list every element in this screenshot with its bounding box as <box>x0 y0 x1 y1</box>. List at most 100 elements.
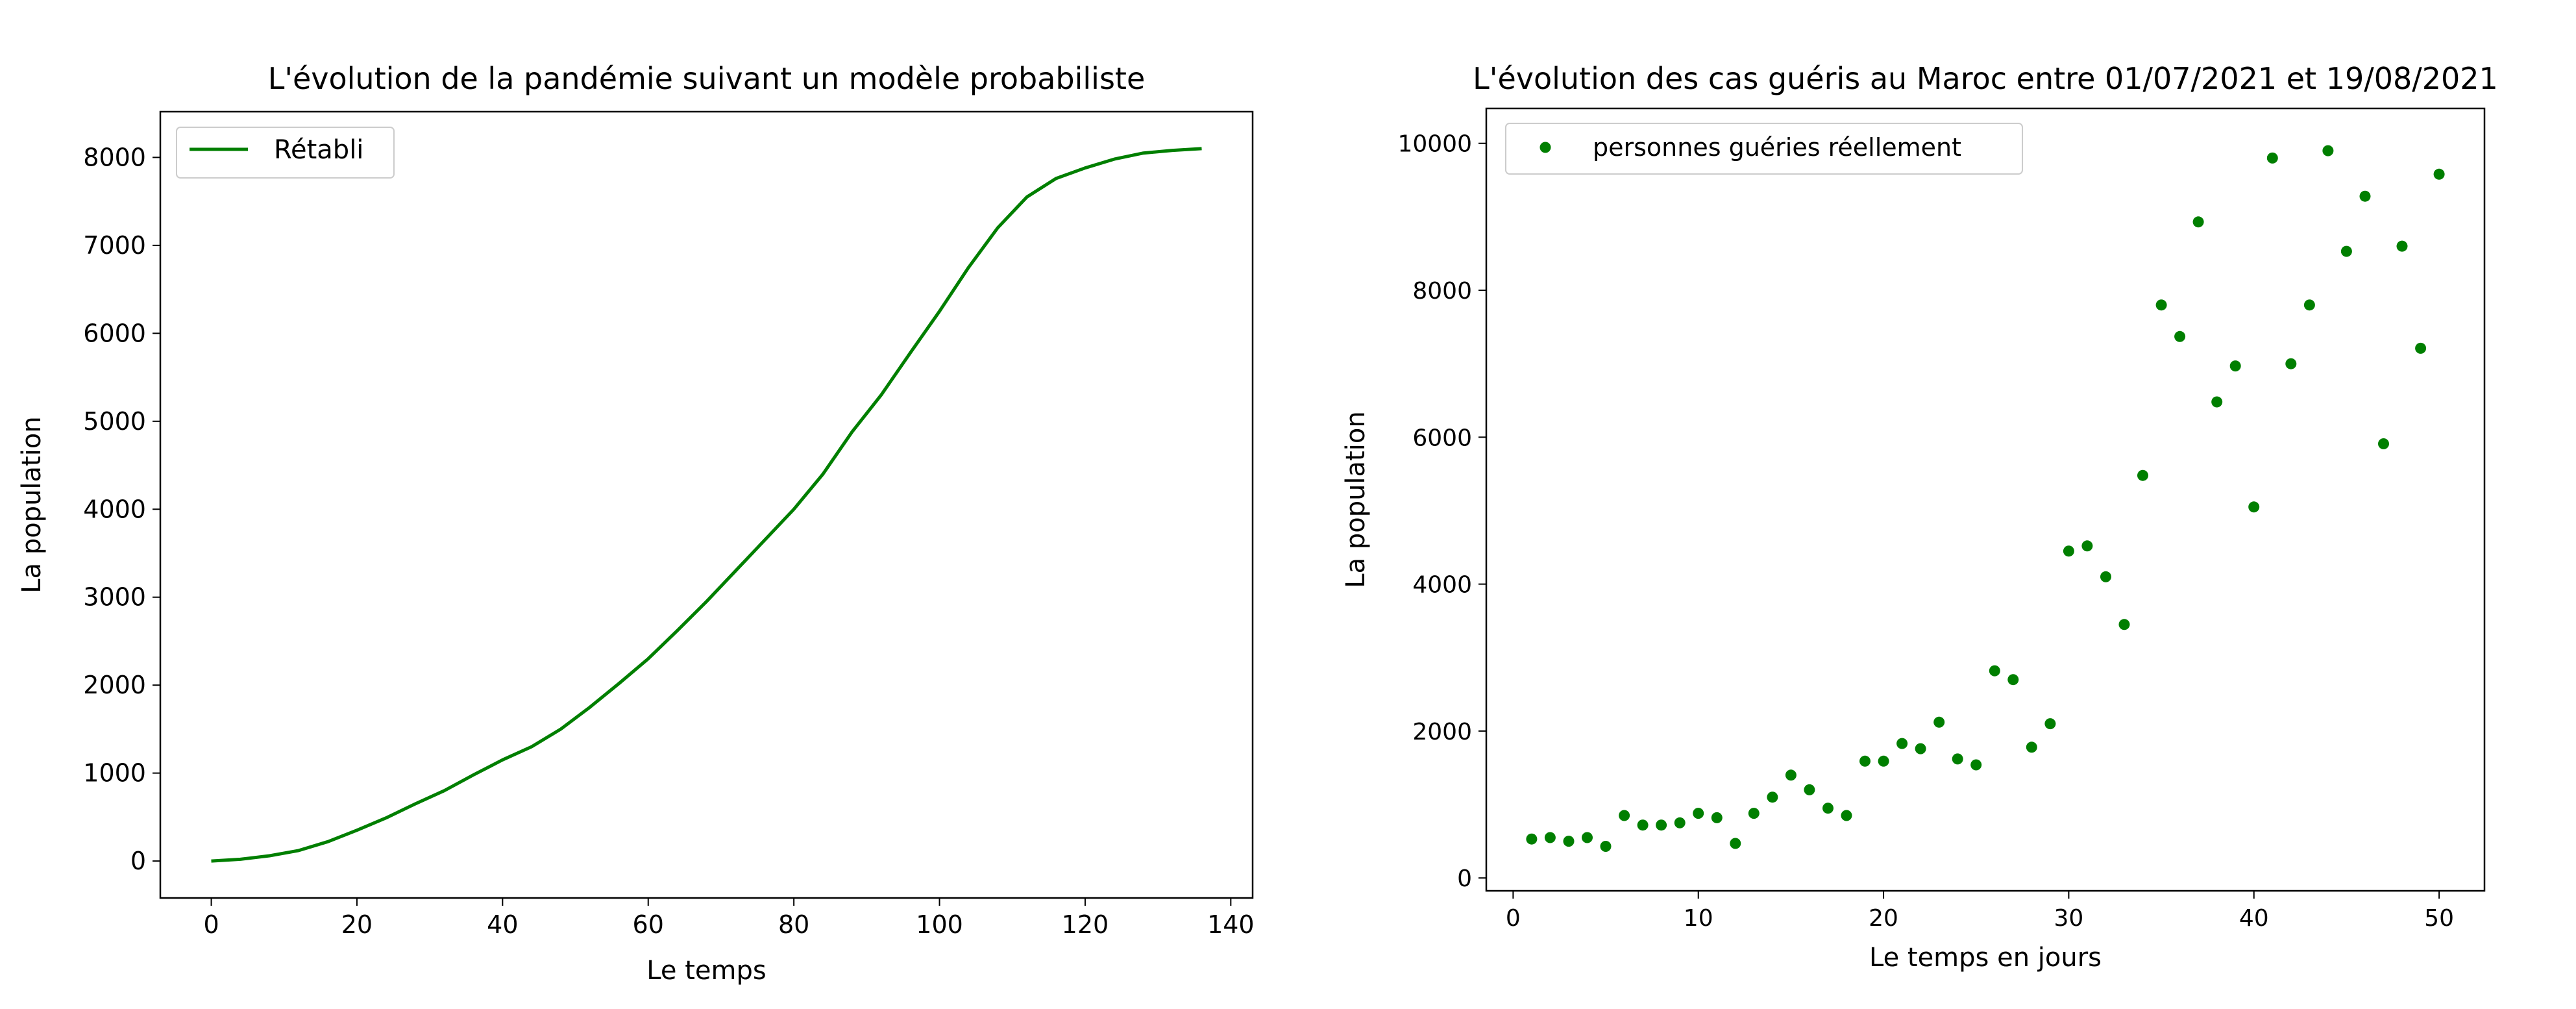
y-tick-label: 3000 <box>83 583 146 612</box>
legend-label: personnes guéries réellement <box>1593 133 1961 162</box>
data-point <box>1600 841 1612 852</box>
data-point <box>1841 810 1852 821</box>
x-tick-label: 100 <box>916 910 963 939</box>
data-point <box>2415 342 2427 354</box>
y-tick-label: 4000 <box>1412 572 1472 599</box>
x-axis-label: Le temps <box>646 956 766 986</box>
chart-title: L'évolution des cas guéris au Maroc entr… <box>1473 61 2498 96</box>
data-point <box>2155 299 2167 311</box>
y-tick-label: 2000 <box>83 671 146 699</box>
y-tick-label: 6000 <box>1412 425 1472 451</box>
data-point <box>2063 545 2074 557</box>
data-point <box>2340 245 2352 257</box>
chart-title: L'évolution de la pandémie suivant un mo… <box>268 61 1146 96</box>
recovery-model-chart: L'évolution de la pandémie suivant un mo… <box>17 61 1255 986</box>
legend: personnes guéries réellement <box>1505 123 2023 175</box>
legend-box <box>176 127 395 179</box>
data-point <box>2081 540 2093 552</box>
data-point <box>1859 755 1871 767</box>
data-point <box>1878 755 1889 767</box>
y-axis-label: La population <box>1341 411 1371 588</box>
data-point <box>2322 145 2334 156</box>
y-tick-label: 8000 <box>1412 278 1472 305</box>
data-point <box>1785 769 1797 781</box>
recovered-cases-chart: L'évolution des cas guéris au Maroc entr… <box>1341 61 2498 973</box>
y-tick-label: 6000 <box>83 319 146 347</box>
plot-frame <box>159 110 1254 899</box>
x-tick-label: 40 <box>487 910 518 939</box>
data-point <box>2266 152 2278 164</box>
data-point <box>2100 571 2111 582</box>
data-point <box>2118 619 2130 630</box>
data-point <box>1544 832 1556 843</box>
data-point <box>1526 833 1538 845</box>
y-tick-label: 0 <box>130 847 146 875</box>
plot-area: 0 20 40 60 80 100 120 140 0 1000 2000 3000 4000 5000 6… <box>83 110 1255 939</box>
plot-frame <box>1485 107 2486 892</box>
data-point <box>1804 784 1815 795</box>
data-point <box>1915 743 1926 754</box>
x-tick-label: 20 <box>1869 905 1898 932</box>
x-axis-label: Le temps en jours <box>1869 943 2102 973</box>
y-tick-label: 5000 <box>83 407 146 436</box>
x-tick-label: 0 <box>1506 905 1521 932</box>
y-tick-label: 1000 <box>83 759 146 788</box>
x-tick-label: 20 <box>341 910 373 939</box>
data-point <box>2026 741 2037 753</box>
x-tick-label: 50 <box>2424 905 2454 932</box>
data-point <box>1952 753 1963 765</box>
data-point <box>1730 838 1741 849</box>
data-point <box>1619 810 1630 821</box>
data-point <box>2137 469 2148 481</box>
legend-box <box>1505 123 2023 175</box>
legend-marker-swatch <box>1539 142 1551 153</box>
data-point <box>2303 299 2315 311</box>
data-point <box>2192 216 2204 228</box>
y-tick-label: 7000 <box>83 231 146 260</box>
y-tick-label: 4000 <box>83 495 146 523</box>
data-point <box>1933 716 1945 728</box>
x-tick-label: 80 <box>778 910 809 939</box>
data-point <box>1563 836 1575 847</box>
y-axis-label: La population <box>17 416 47 593</box>
x-tick-label: 10 <box>1684 905 1713 932</box>
data-point <box>2044 718 2056 730</box>
data-point <box>2211 396 2223 408</box>
x-tick-label: 60 <box>633 910 664 939</box>
x-tick-label: 40 <box>2239 905 2269 932</box>
y-tick-label: 8000 <box>83 143 146 171</box>
data-point <box>1656 819 1667 831</box>
data-point <box>1896 738 1908 749</box>
x-tick-label: 30 <box>2054 905 2083 932</box>
legend-label: Rétabli <box>274 135 363 165</box>
data-point <box>2378 438 2389 449</box>
y-tick-label: 10000 <box>1397 131 1472 158</box>
data-point <box>1767 791 1778 803</box>
data-point <box>2229 360 2241 372</box>
data-point <box>2285 358 2297 369</box>
y-tick-label: 2000 <box>1412 719 1472 745</box>
data-point <box>1989 665 2000 677</box>
data-point <box>1748 808 1760 819</box>
x-tick-label: 0 <box>203 910 219 939</box>
data-point <box>1693 808 1704 819</box>
x-tick-label: 140 <box>1207 910 1255 939</box>
x-tick-label: 120 <box>1062 910 1109 939</box>
y-tick-label: 0 <box>1457 866 1472 892</box>
data-point <box>2007 674 2019 686</box>
data-point <box>2359 190 2371 202</box>
data-point <box>1637 819 1649 831</box>
data-point <box>1582 832 1593 843</box>
data-point <box>2248 501 2260 513</box>
data-point <box>1711 812 1723 823</box>
data-point <box>2174 330 2186 342</box>
data-point <box>1674 817 1686 828</box>
plot-area: 0 10 20 30 40 50 0 2000 4000 6000 8000 10000 <box>1397 107 2486 932</box>
data-point <box>1970 759 1982 771</box>
series-line-retabli <box>211 147 1202 863</box>
data-point <box>1822 803 1834 814</box>
data-point <box>2396 240 2408 252</box>
legend: Rétabli <box>176 127 395 179</box>
